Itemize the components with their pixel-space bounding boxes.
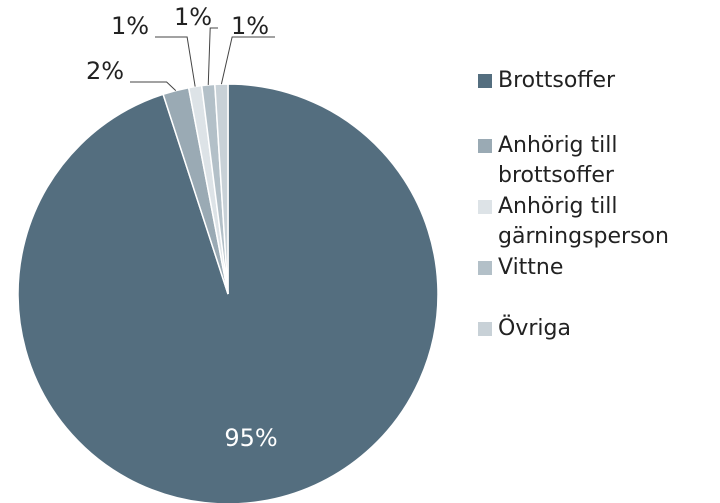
legend-item: Vittne	[478, 253, 718, 283]
leader-line	[207, 27, 218, 85]
legend-swatch	[478, 74, 492, 88]
legend-swatch	[478, 139, 492, 153]
leader-line	[155, 36, 196, 87]
legend-item: Övriga	[478, 314, 718, 344]
legend-label: Anhörig till gärningsperson	[498, 194, 669, 249]
legend-swatch	[478, 200, 492, 214]
leader-line	[130, 81, 177, 91]
legend-item: Anhörig till brottsoffer	[478, 131, 718, 191]
leader-line	[220, 36, 275, 85]
legend-label: Anhörig till brottsoffer	[498, 133, 618, 188]
legend-label: Vittne	[498, 255, 564, 280]
data-label: 95%	[224, 424, 277, 452]
legend-item: Brottsoffer	[478, 66, 718, 96]
legend-item: Anhörig till gärningsperson	[478, 192, 718, 252]
legend-label: Övriga	[498, 316, 571, 341]
pie-slice	[17, 83, 439, 503]
data-label: 1%	[231, 12, 269, 40]
data-label: 1%	[174, 3, 212, 31]
legend-swatch	[478, 261, 492, 275]
legend-label: Brottsoffer	[498, 68, 616, 93]
pie-slice	[214, 83, 229, 295]
data-label: 2%	[86, 57, 124, 85]
data-label: 1%	[111, 12, 149, 40]
legend-swatch	[478, 322, 492, 336]
